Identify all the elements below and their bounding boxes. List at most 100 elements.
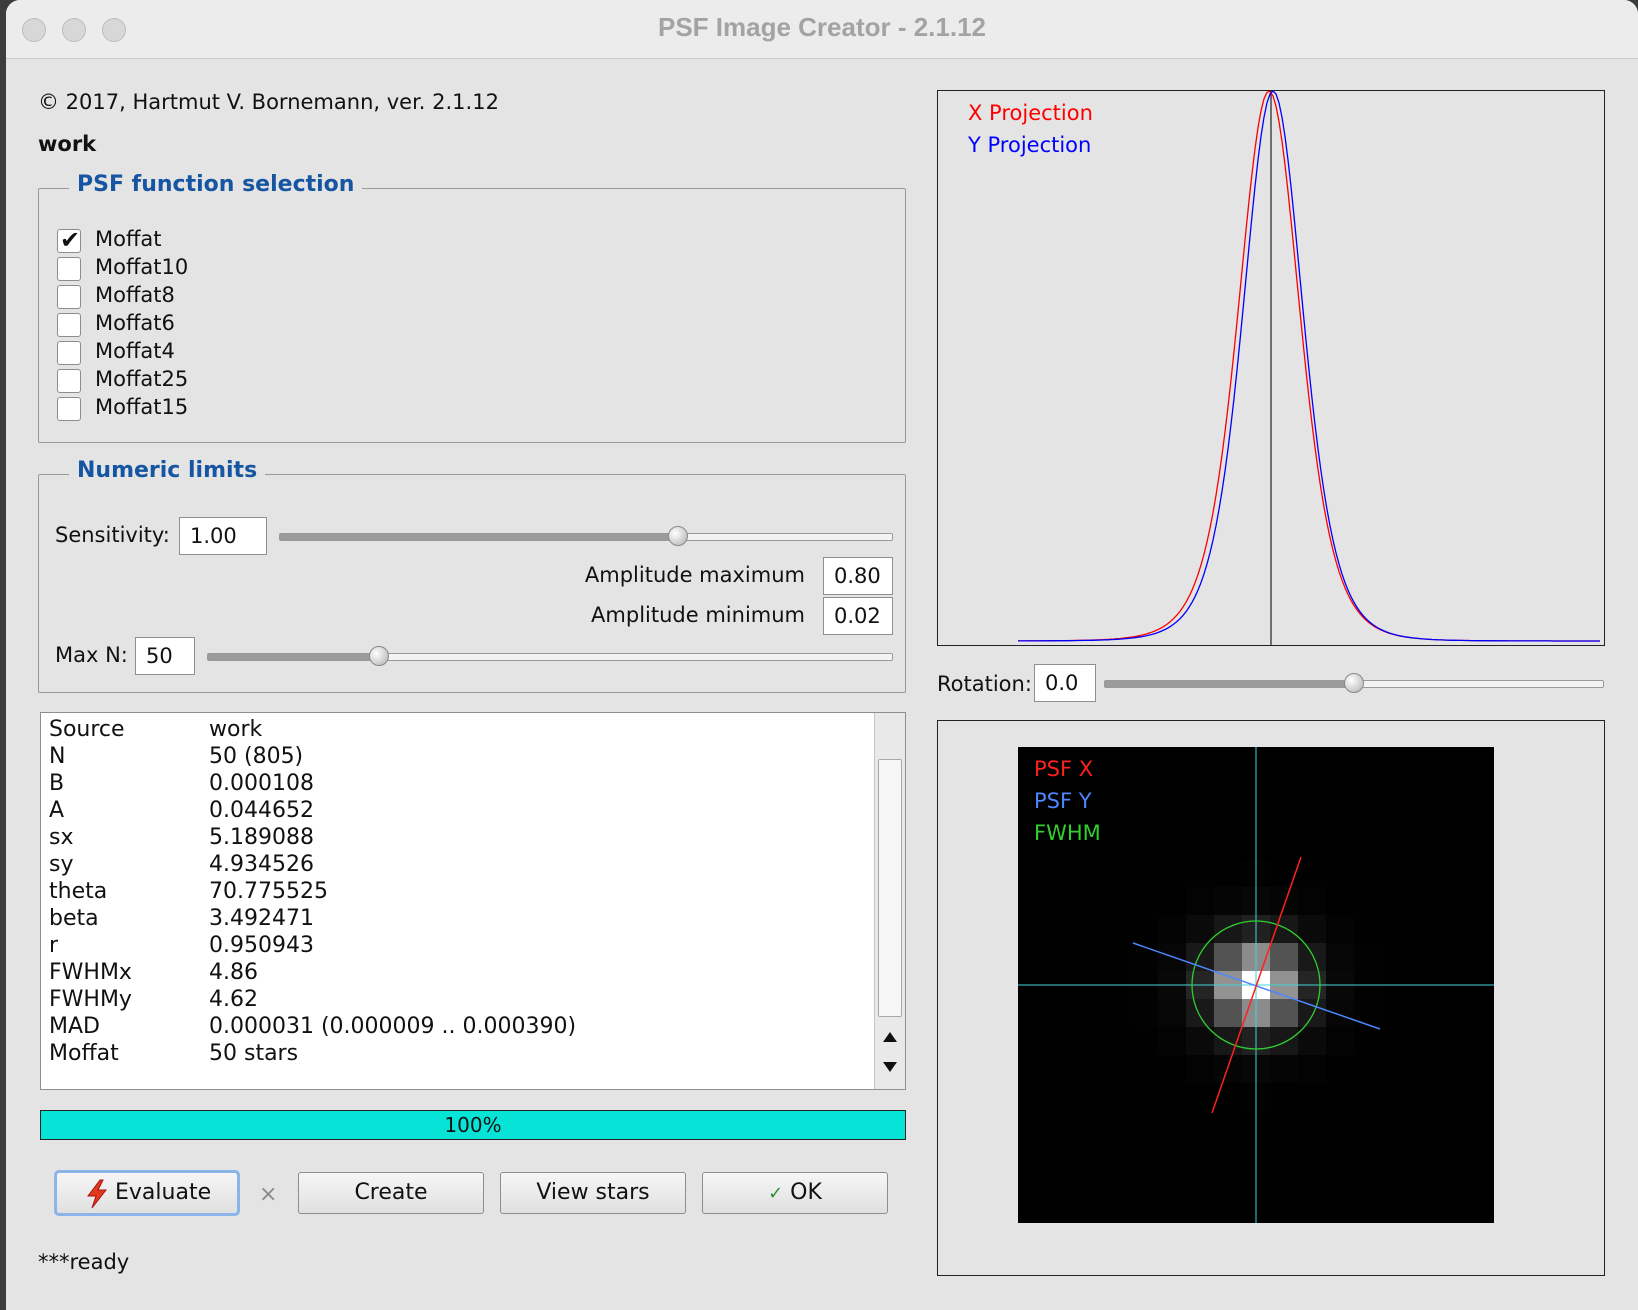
amplitude-max-input[interactable]: 0.80 — [823, 557, 893, 595]
ok-button[interactable]: ✓ OK — [702, 1172, 888, 1214]
psf-pixel — [1298, 887, 1327, 916]
evaluate-button[interactable]: Evaluate — [54, 1170, 240, 1216]
psf-pixel — [1270, 859, 1299, 888]
result-key: N — [49, 744, 66, 769]
result-key: FWHMy — [49, 987, 132, 1012]
amplitude-min-input[interactable]: 0.02 — [823, 597, 893, 635]
rotation-slider[interactable] — [1104, 673, 1604, 693]
projection-plot: X Projection Y Projection — [937, 90, 1605, 646]
psf-pixel — [1018, 1111, 1047, 1140]
psf-pixel — [1186, 747, 1215, 776]
checkbox[interactable] — [57, 257, 81, 281]
psf-pixel — [1158, 859, 1187, 888]
psf-pixel — [1382, 1111, 1411, 1140]
psf-pixel — [1298, 915, 1327, 944]
result-key: FWHMx — [49, 960, 132, 985]
psf-pixel — [1466, 775, 1494, 804]
rotation-slider-thumb[interactable] — [1344, 673, 1364, 693]
psf-pixel — [1270, 1139, 1299, 1168]
sensitivity-slider[interactable] — [279, 526, 893, 546]
psf-pixel — [1102, 1111, 1131, 1140]
psf-pixel — [1102, 943, 1131, 972]
max-n-input[interactable]: 50 — [135, 637, 195, 675]
psf-pixel — [1130, 1027, 1159, 1056]
psf-pixel — [1382, 803, 1411, 832]
psf-pixel — [1018, 1055, 1047, 1084]
window-title: PSF Image Creator - 2.1.12 — [657, 12, 987, 42]
sensitivity-input[interactable]: 1.00 — [179, 517, 267, 555]
checkbox[interactable] — [57, 369, 81, 393]
psf-pixel — [1102, 1167, 1131, 1196]
checkbox[interactable] — [57, 285, 81, 309]
psf-pixel — [1046, 1139, 1075, 1168]
psf-pixel — [1326, 1195, 1355, 1223]
psf-pixel — [1270, 1027, 1299, 1056]
scroll-up-arrow-icon[interactable] — [882, 1031, 898, 1043]
y-projection-curve — [1018, 91, 1600, 642]
psf-pixel — [1354, 1195, 1383, 1223]
close-window-button[interactable] — [22, 18, 46, 42]
zoom-window-button[interactable] — [102, 18, 126, 42]
result-value: 0.044652 — [209, 798, 314, 823]
psf-pixel — [1214, 1083, 1243, 1112]
psf-pixel — [1214, 831, 1243, 860]
psf-pixel — [1382, 999, 1411, 1028]
psf-pixel — [1326, 999, 1355, 1028]
psf-pixel — [1298, 1195, 1327, 1223]
psf-pixel — [1466, 1195, 1494, 1223]
result-value: 50 stars — [209, 1041, 299, 1066]
psf-pixel — [1186, 1167, 1215, 1196]
psf-pixel — [1186, 943, 1215, 972]
psf-pixel — [1158, 915, 1187, 944]
title-bar: PSF Image Creator - 2.1.12 — [6, 0, 1638, 59]
psf-pixel — [1438, 1027, 1467, 1056]
psf-pixel — [1018, 859, 1047, 888]
psf-pixel — [1410, 943, 1439, 972]
max-n-slider-thumb[interactable] — [369, 646, 389, 666]
psf-pixel — [1438, 747, 1467, 776]
psf-pixel — [1354, 747, 1383, 776]
checkbox[interactable] — [57, 341, 81, 365]
psf-pixel — [1130, 943, 1159, 972]
psf-pixel — [1270, 831, 1299, 860]
result-value: 50 (805) — [209, 744, 304, 769]
psf-pixel — [1382, 831, 1411, 860]
sensitivity-slider-thumb[interactable] — [667, 526, 688, 546]
max-n-slider[interactable] — [207, 646, 893, 666]
checkbox[interactable]: ✔ — [57, 226, 81, 254]
checkbox[interactable] — [57, 313, 81, 337]
psf-pixel — [1410, 887, 1439, 916]
scroll-down-arrow-icon[interactable] — [882, 1061, 898, 1073]
psf-pixel — [1186, 1027, 1215, 1056]
psf-pixel — [1326, 1027, 1355, 1056]
rotation-input[interactable]: 0.0 — [1034, 664, 1096, 702]
view-stars-button[interactable]: View stars — [500, 1172, 686, 1214]
psf-pixel — [1214, 1027, 1243, 1056]
psf-pixel — [1326, 1167, 1355, 1196]
create-button[interactable]: Create — [298, 1172, 484, 1214]
psf-pixel — [1046, 999, 1075, 1028]
checkmark-icon: ✔ — [59, 226, 81, 254]
psf-pixel — [1466, 1139, 1494, 1168]
checkbox[interactable] — [57, 397, 81, 421]
psf-pixel — [1466, 1083, 1494, 1112]
minimize-window-button[interactable] — [62, 18, 86, 42]
psf-pixel — [1326, 1111, 1355, 1140]
result-key: sy — [49, 852, 74, 877]
evaluate-button-label: Evaluate — [115, 1180, 212, 1205]
psf-pixel — [1410, 915, 1439, 944]
psf-pixel — [1130, 1167, 1159, 1196]
psf-pixel — [1382, 915, 1411, 944]
psf-y-legend: PSF Y — [1034, 789, 1092, 813]
psf-pixel — [1018, 803, 1047, 832]
psf-function-group: PSF function selection ✔ Moffat Moffat10 Mo… — [38, 172, 906, 443]
results-scrollbar-thumb[interactable] — [878, 759, 902, 1017]
results-list[interactable]: Source work N 50 (805) B 0.000108 A 0.044652 sx 5… — [40, 712, 906, 1090]
psf-pixel — [1466, 1055, 1494, 1084]
result-value: 0.000031 (0.000009 .. 0.000390) — [209, 1014, 577, 1039]
psf-pixel — [1438, 775, 1467, 804]
psf-pixel — [1326, 887, 1355, 916]
cancel-icon[interactable]: × — [259, 1182, 278, 1207]
results-scrollbar[interactable] — [874, 713, 905, 1089]
psf-pixel — [1438, 859, 1467, 888]
